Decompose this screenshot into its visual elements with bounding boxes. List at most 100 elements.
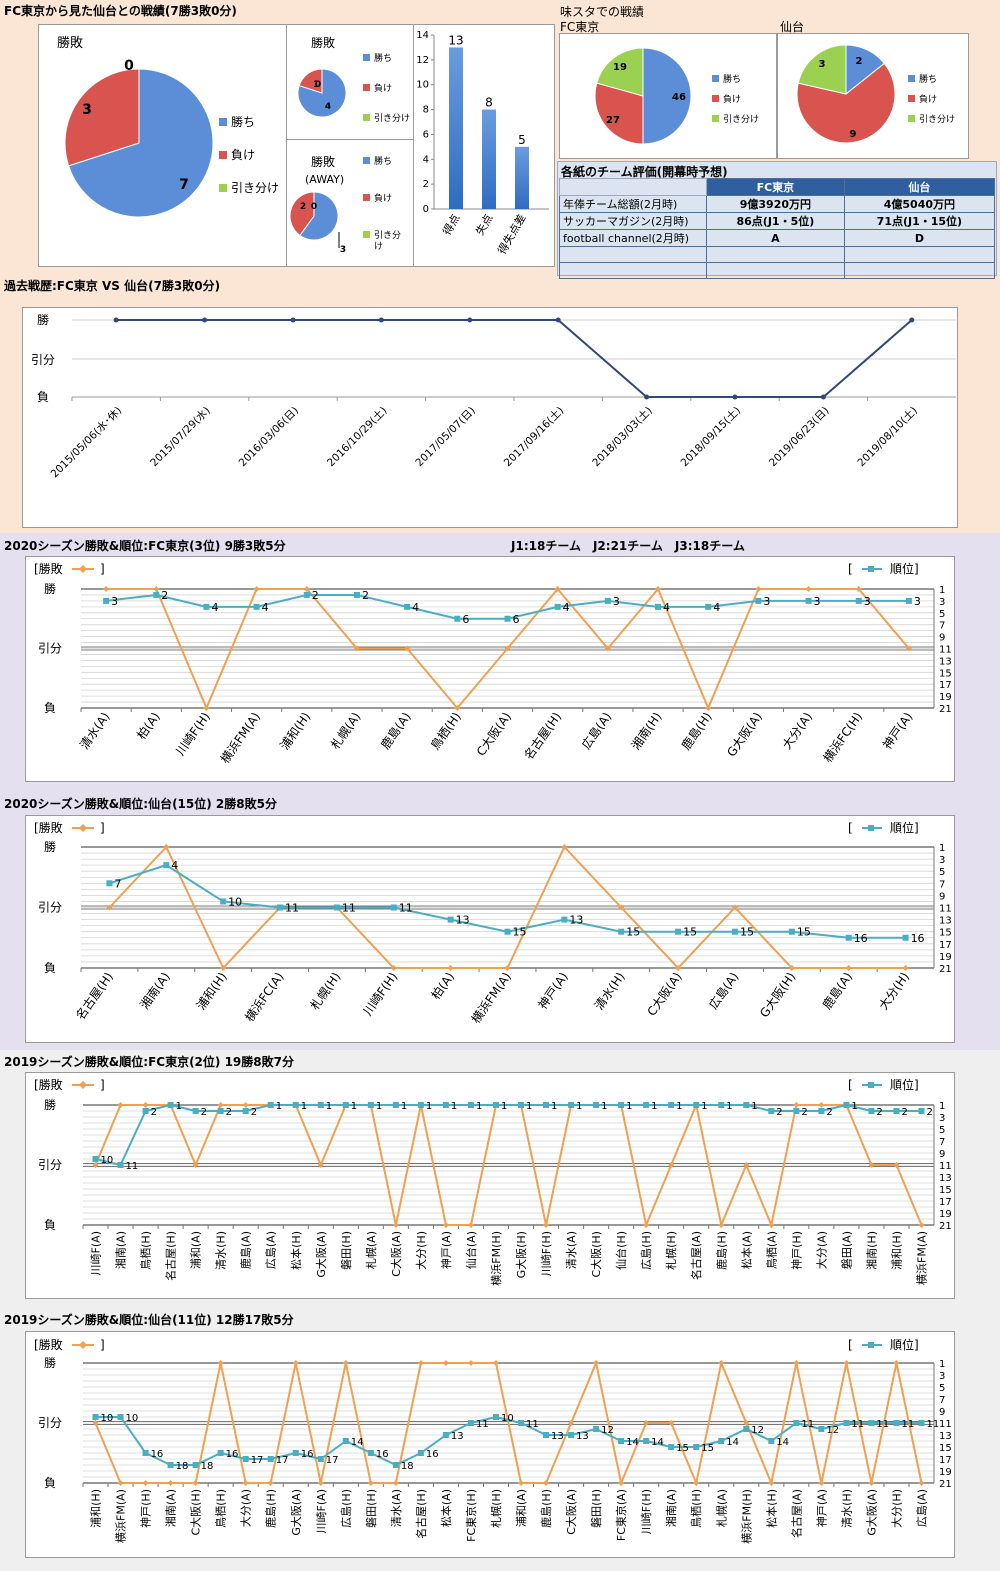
result-point (618, 1480, 625, 1486)
rank-value-label: 16 (151, 1449, 164, 1460)
result-point (818, 1480, 825, 1486)
opponent-label: 松本(H) (289, 1231, 303, 1270)
legend-swatch (363, 54, 370, 61)
rank-value-label: 16 (911, 932, 925, 945)
rank-point (303, 591, 310, 598)
legend-swatch (219, 118, 227, 126)
rank-point (317, 1456, 324, 1462)
legend-result-marker (79, 824, 87, 832)
rank-value-label: 11 (901, 1419, 914, 1430)
result-point (504, 645, 511, 652)
opponent-label: 横浜FC(A) (242, 970, 286, 1025)
rank-point (618, 928, 625, 935)
rank-tick-label: 13 (939, 916, 952, 927)
result-point (203, 705, 210, 711)
result-point (731, 904, 738, 911)
eval-row-label (559, 262, 707, 279)
result-point (142, 1102, 149, 1108)
opponent-label: 横浜FM(A) (914, 1231, 928, 1285)
rank-value-label: 11 (926, 1419, 939, 1430)
opponent-label: G大阪(A) (864, 1489, 878, 1536)
result-point (675, 965, 682, 971)
rank-value-label: 4 (563, 601, 570, 614)
opponent-label: 清水(A) (390, 1489, 403, 1527)
pie-value-label: 3 (82, 102, 92, 118)
opponent-label: 鹿島(A) (819, 969, 855, 1012)
legend-result-marker (79, 1081, 87, 1089)
legend-swatch (219, 151, 227, 159)
result-point (643, 1420, 650, 1426)
opponent-label: 柏(A) (428, 969, 457, 1002)
rank-tick-label: 11 (939, 1161, 952, 1172)
result-point (743, 1162, 750, 1168)
opponent-label: 湘南(A) (164, 1489, 178, 1527)
opponent-label: 名古屋(A) (789, 1489, 803, 1538)
rank-value-label: 1 (351, 1101, 357, 1112)
rank-value-label: 18 (201, 1461, 214, 1472)
goals-panel: 0 2 4 6 8 10 12 14 13 得点 8 失点 5 得失点差 (413, 24, 555, 267)
result-point (342, 1360, 349, 1366)
pie-slice (642, 47, 692, 145)
opponent-label: 清水(H) (592, 970, 628, 1013)
rank-value-label: 12 (751, 1425, 764, 1436)
rank-value-label: 1 (176, 1101, 182, 1112)
rank-point (918, 1108, 925, 1114)
rank-point (267, 1456, 274, 1462)
result-point (303, 586, 310, 592)
opponent-label: 鳥栖(H) (427, 709, 464, 752)
rank-point (277, 904, 284, 911)
opponent-label: 磐田(A) (839, 1231, 853, 1269)
opponent-label: 浦和(A) (190, 1231, 203, 1269)
rank-point (242, 1456, 249, 1462)
legend-rank-marker (868, 1342, 874, 1348)
vs-record-title: FC東京から見た仙台との戦績(7勝3敗0分) (4, 4, 237, 18)
opponent-label: 名古屋(H) (521, 709, 564, 762)
opponent-label: 神戸(H) (789, 1231, 803, 1270)
result-point (818, 1102, 825, 1108)
rank-point (292, 1102, 299, 1108)
legend-result-marker (79, 565, 87, 573)
legend-swatch (908, 95, 915, 102)
opponent-label: G大阪(H) (514, 1231, 528, 1278)
opponent-label: 鹿島(H) (678, 709, 715, 752)
rank-point (818, 1426, 825, 1432)
goal-bar (482, 109, 496, 209)
pie-slice (67, 68, 214, 218)
eval-cell (706, 262, 845, 279)
rank-tick-label: 7 (939, 1395, 945, 1406)
opponent-label: G大阪(A) (724, 710, 765, 760)
rank-value-label: 7 (114, 877, 121, 890)
evaluation-title: 各紙のチーム評価(開幕時予想) (561, 165, 728, 179)
opponent-label: 鳥栖(H) (214, 1489, 228, 1528)
opponent-label: 仙台(H) (614, 1231, 628, 1270)
rank-point (618, 1102, 625, 1108)
result-point (392, 1480, 399, 1486)
result-point (378, 317, 384, 323)
eval-row-label: サッカーマガジン(2月時) (559, 212, 707, 230)
rank-point (142, 1108, 149, 1114)
opponent-label: 磐田(H) (364, 1489, 378, 1528)
rank-value-label: 15 (513, 926, 527, 939)
result-point (192, 1480, 199, 1486)
pie-value-label: 0 (311, 202, 317, 212)
legend-bracket: ] (100, 562, 105, 576)
opponent-label: 札幌(H) (664, 1231, 678, 1270)
rank-tick-label: 3 (939, 1371, 945, 1382)
rank-point (568, 1102, 575, 1108)
result-point (805, 586, 812, 592)
opponent-label: 札幌(A) (327, 709, 363, 752)
rank-point (253, 603, 260, 610)
opponent-label: 横浜FM(A) (114, 1489, 128, 1543)
rank-value-label: 1 (601, 1101, 607, 1112)
evaluation-table: FC東京 仙台 年俸チーム総額(2月時) 9億3920万円 4億5040万円 サ… (559, 178, 996, 279)
rank-value-label: 1 (551, 1101, 557, 1112)
legend-label: 引き分け (919, 114, 955, 125)
opponent-label: 湘南(H) (628, 709, 665, 752)
category-label: 得失点差 (494, 212, 528, 257)
result-point (855, 586, 862, 592)
opponent-label: 湘南(H) (864, 1231, 878, 1270)
rank-value-label: 11 (801, 1419, 814, 1430)
rank-point (593, 1102, 600, 1108)
rank-value-label: 15 (797, 926, 811, 939)
